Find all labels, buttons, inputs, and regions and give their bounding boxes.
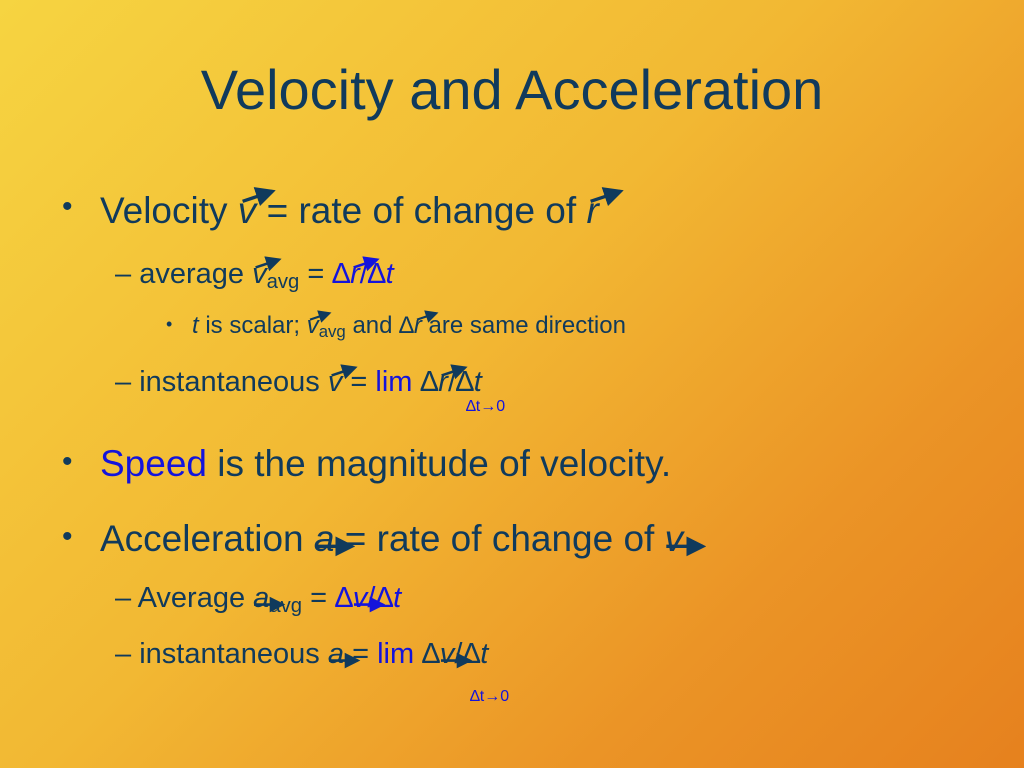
lim-operator: lim xyxy=(377,638,415,670)
bullet-dot: • xyxy=(62,445,73,478)
v-vector: v xyxy=(439,638,473,670)
v-vector: v xyxy=(307,310,332,340)
bullet-acceleration: Acceleration a = rate of change of v xyxy=(100,518,706,559)
sub-instantaneous-velocity: – instantaneous v = lim ∆r/∆t xyxy=(115,363,482,399)
bullet-dot: • xyxy=(166,314,173,334)
lim-subscript: ∆t→0 xyxy=(470,688,510,705)
bullet-speed: Speed is the magnitude of velocity. xyxy=(100,443,672,484)
v-vector: v xyxy=(238,187,276,232)
note-scalar-direction: t is scalar; v avg and ∆r are same direct… xyxy=(192,310,626,342)
v-vector: v xyxy=(328,363,358,399)
sub-average-acceleration: – Average a avg = ∆v/∆t xyxy=(115,582,402,618)
v-vector: v xyxy=(252,255,282,291)
lim-operator: lim xyxy=(375,366,413,398)
lim-subscript: ∆t→0 xyxy=(466,398,506,415)
bullet-velocity: Velocity v = rate of change of r xyxy=(100,187,625,232)
v-vector: v xyxy=(352,582,386,614)
sub-average-velocity: – average v avg = ∆r/∆t xyxy=(115,255,394,294)
r-vector: r xyxy=(586,187,625,232)
r-vector: r xyxy=(350,255,380,291)
a-vector: a xyxy=(313,518,356,559)
r-vector: r xyxy=(438,363,468,399)
a-vector: a xyxy=(327,638,361,670)
slide-title: Velocity and Acceleration xyxy=(200,58,824,121)
r-vector: r xyxy=(414,310,439,340)
sub-instantaneous-acceleration: – instantaneous a = lim ∆v/∆t xyxy=(115,638,489,670)
a-vector: a xyxy=(253,582,286,614)
v-vector: v xyxy=(664,518,706,559)
velocity-word: Velocity xyxy=(100,190,228,231)
bullet-dot: • xyxy=(62,190,73,223)
bullet-dot: • xyxy=(62,520,73,553)
speed-word: Speed xyxy=(100,443,207,484)
